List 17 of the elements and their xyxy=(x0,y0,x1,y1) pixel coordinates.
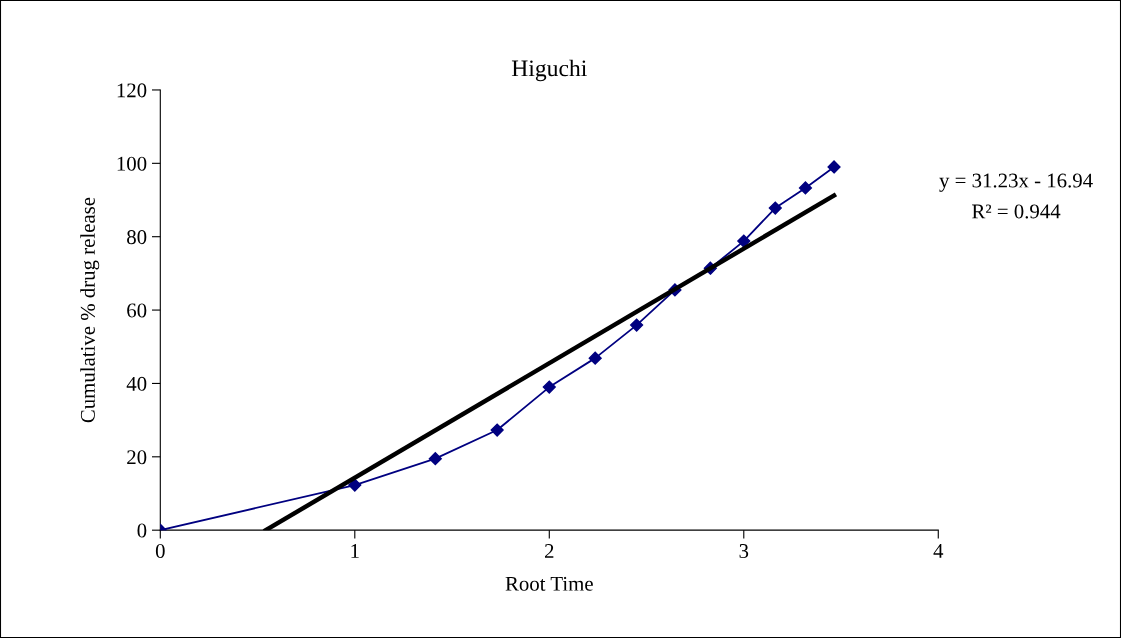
text: R² = 0.944 xyxy=(972,204,1061,219)
x-tick-label: 0 xyxy=(155,543,165,559)
x-tick-label: 2 xyxy=(545,544,554,558)
chart-title: Higuchi xyxy=(511,59,587,82)
y-tick-label: 100 xyxy=(117,156,147,171)
y-tick-label: 60 xyxy=(127,303,147,318)
x-axis-title: Root Time xyxy=(505,576,593,591)
x-tick-label: 4 xyxy=(933,544,944,558)
x-tick-label: 1 xyxy=(351,544,359,558)
y-tick-label: 120 xyxy=(117,83,147,98)
text: y = 31.23x - 16.94 xyxy=(939,173,1093,192)
y-tick-label: 40 xyxy=(126,376,147,391)
y-tick-label: 80 xyxy=(127,230,147,245)
y-axis-title: Cumulative % drug release xyxy=(80,197,100,423)
y-tick-label: 20 xyxy=(127,450,147,465)
x-tick-label: 3 xyxy=(739,544,749,559)
y-tick-label: 0 xyxy=(137,523,147,538)
